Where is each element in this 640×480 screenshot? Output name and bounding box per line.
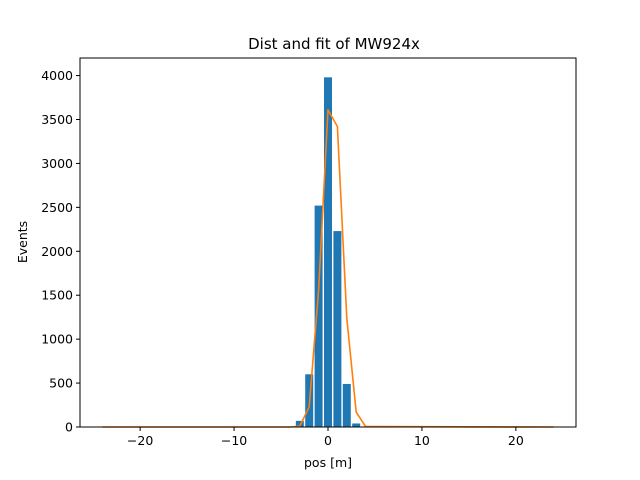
histogram-bar (333, 231, 342, 427)
chart-title: Dist and fit of MW924x (248, 35, 420, 53)
x-tick-label: −20 (127, 433, 153, 448)
plot-area (102, 77, 554, 428)
y-tick-label: 0 (65, 420, 73, 435)
fit-line (102, 109, 554, 428)
x-axis: −20 −10 0 10 20 (127, 427, 524, 448)
y-axis-label: Events (15, 221, 30, 263)
y-tick-label: 4000 (41, 68, 73, 83)
y-tick-label: 2500 (41, 200, 73, 215)
y-tick-label: 2000 (41, 244, 73, 259)
histogram-bar (342, 383, 351, 427)
x-tick-label: 10 (414, 433, 430, 448)
histogram-bar (324, 77, 332, 427)
y-tick-label: 1500 (41, 288, 73, 303)
y-tick-label: 1000 (41, 332, 73, 347)
histogram-bar (314, 205, 323, 427)
histogram-bar (295, 420, 304, 427)
x-axis-label: pos [m] (304, 455, 352, 470)
y-axis: 0 500 1000 1500 2000 2500 3000 3500 4000 (41, 68, 80, 435)
y-tick-label: 500 (49, 376, 73, 391)
x-tick-label: 20 (508, 433, 524, 448)
histogram-bar (352, 423, 361, 427)
y-tick-label: 3000 (41, 156, 73, 171)
y-tick-label: 3500 (41, 112, 73, 127)
x-tick-label: 0 (324, 433, 332, 448)
x-tick-label: −10 (221, 433, 247, 448)
